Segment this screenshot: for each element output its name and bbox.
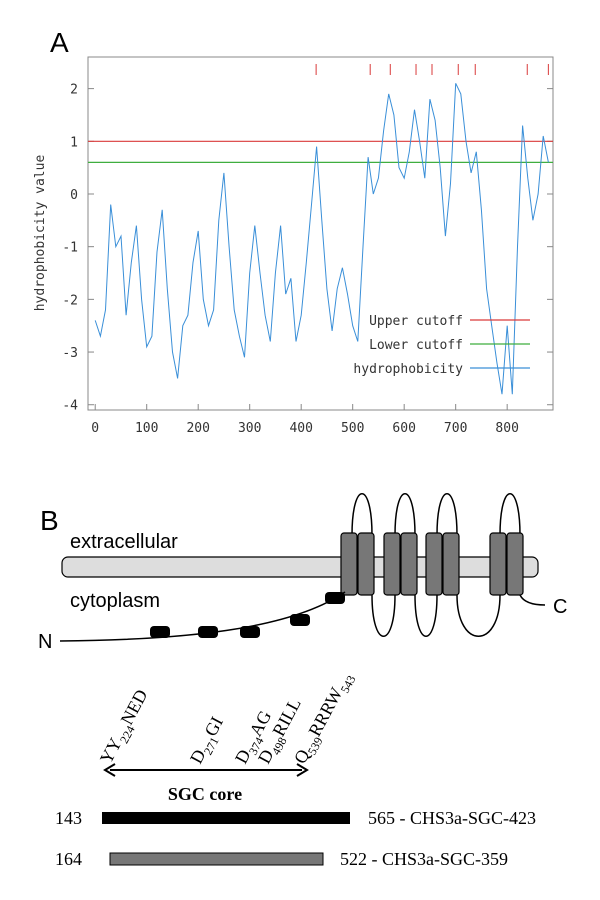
x-tick-label: 300: [238, 421, 261, 436]
x-tick-label: 200: [186, 421, 209, 436]
x-tick-label: 700: [444, 421, 467, 436]
y-tick-label: -1: [62, 241, 78, 256]
n-terminal-tail: [59, 591, 346, 642]
motif-text: GI: [200, 713, 227, 739]
motif-text: NED: [117, 686, 152, 728]
construct-end: 565 - CHS3a-SGC-423: [368, 808, 536, 828]
c-terminus: C: [553, 596, 567, 618]
extracellular-loops: [351, 493, 521, 536]
n-terminus: N: [38, 631, 52, 653]
legend-label: Upper cutoff: [369, 314, 463, 329]
y-tick-label: 2: [70, 83, 78, 98]
arrow-heads: [103, 763, 309, 777]
extracellular-label: extracellular: [70, 531, 178, 553]
construct-start: 164: [55, 849, 82, 869]
x-tick-label: 800: [495, 421, 518, 436]
construct-end: 522 - CHS3a-SGC-359: [340, 849, 508, 869]
cytoplasmic-loops: [371, 594, 546, 637]
x-tick-label: 500: [341, 421, 364, 436]
motif-text: RRRW: [304, 684, 346, 739]
construct-bar: [109, 852, 324, 866]
tm-helices: [340, 532, 524, 596]
core-label: SGC core: [168, 784, 242, 804]
motif-label: Q539RRRW543: [290, 668, 359, 768]
legend-label: Lower cutoff: [369, 338, 463, 353]
topology-diagram: B extracellular cytoplasm N C SGC core 1…: [38, 493, 567, 869]
panel-label: A: [50, 27, 69, 58]
motif-markers: [150, 592, 345, 638]
hydrophobicity-line: [94, 83, 549, 395]
motif-label: YY224NED: [96, 686, 155, 769]
y-axis-label: hydrophobicity value: [33, 155, 48, 312]
x-tick-label: 100: [135, 421, 158, 436]
y-tick-label: 0: [70, 188, 78, 203]
motif-text: AG: [245, 707, 275, 739]
y-tick-label: -4: [62, 399, 78, 414]
y-tick-label: -2: [62, 293, 78, 308]
panel-label: B: [40, 505, 59, 536]
construct-bar: [102, 812, 350, 824]
cytoplasm-label: cytoplasm: [70, 590, 160, 612]
y-tick-label: -3: [62, 346, 78, 361]
membrane: [61, 556, 539, 578]
y-tick-label: 1: [70, 135, 78, 150]
x-tick-label: 600: [392, 421, 415, 436]
x-tick-label: 0: [91, 421, 99, 436]
legend-label: hydrophobicity: [353, 362, 463, 377]
plot-frame: [87, 56, 554, 411]
motif-label: D271GI: [186, 713, 231, 768]
x-tick-label: 400: [289, 421, 312, 436]
construct-start: 143: [55, 808, 82, 828]
